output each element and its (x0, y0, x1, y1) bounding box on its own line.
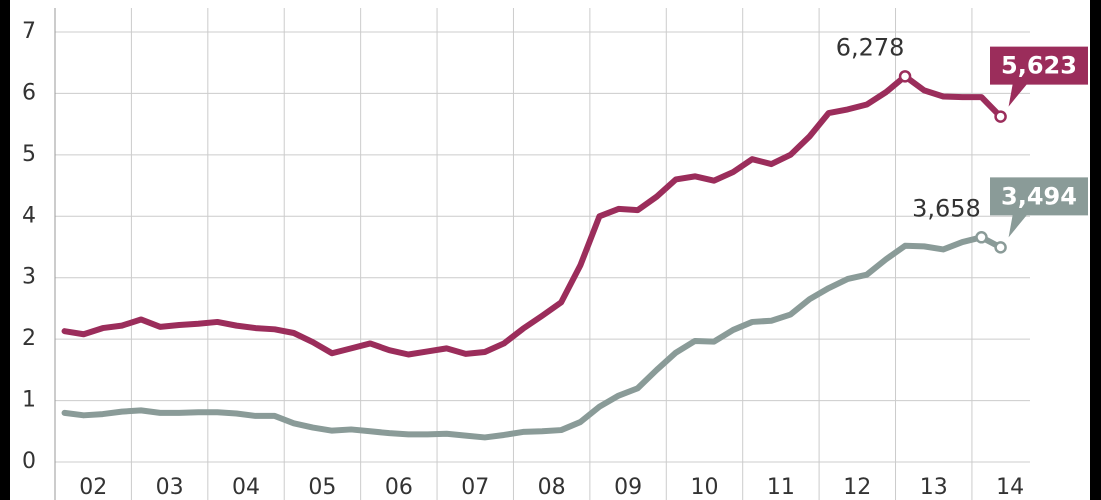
y-tick-label: 6 (22, 80, 36, 105)
x-tick-label: 13 (920, 475, 948, 500)
point-marker (975, 231, 988, 244)
y-tick-label: 5 (22, 142, 36, 167)
annotation-label: 3,658 (912, 194, 981, 222)
point-marker (994, 110, 1007, 123)
x-tick-label: 02 (79, 475, 107, 500)
callout-label: 5,623 (1001, 52, 1077, 80)
y-tick-label: 1 (22, 388, 36, 413)
x-tick-label: 12 (843, 475, 871, 500)
y-tick-label: 0 (22, 449, 36, 474)
y-tick-label: 2 (22, 326, 36, 351)
x-tick-label: 08 (538, 475, 566, 500)
x-tick-label: 04 (232, 475, 260, 500)
x-tick-label: 09 (614, 475, 642, 500)
point-marker (898, 70, 912, 83)
x-tick-label: 14 (996, 475, 1024, 500)
y-tick-label: 7 (22, 19, 36, 44)
series-line (61, 234, 1004, 441)
series-line (61, 73, 1004, 358)
x-tick-label: 10 (690, 475, 718, 500)
point-marker (994, 241, 1007, 254)
y-tick-label: 4 (22, 203, 36, 228)
annotation-label: 6,278 (836, 33, 905, 61)
x-tick-label: 11 (767, 475, 795, 500)
callout-box (990, 177, 1088, 238)
x-tick-label: 03 (156, 475, 184, 500)
callout-box (990, 46, 1088, 107)
callout-label: 3,494 (1001, 182, 1077, 210)
x-tick-label: 06 (385, 475, 413, 500)
y-tick-label: 3 (22, 265, 36, 290)
x-tick-label: 07 (461, 475, 489, 500)
x-tick-label: 05 (308, 475, 336, 500)
